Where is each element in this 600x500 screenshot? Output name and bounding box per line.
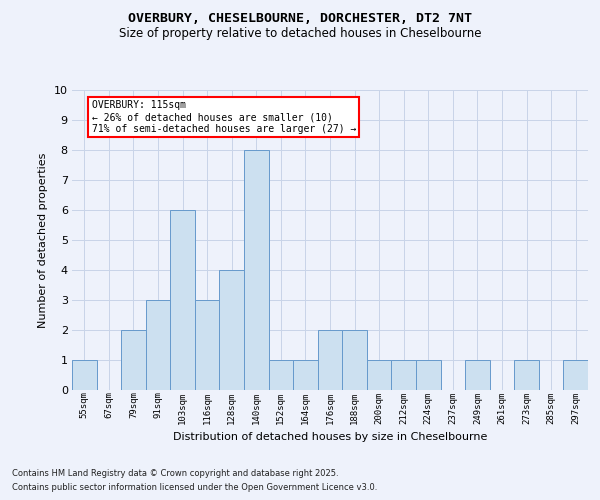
Text: OVERBURY, CHESELBOURNE, DORCHESTER, DT2 7NT: OVERBURY, CHESELBOURNE, DORCHESTER, DT2 … bbox=[128, 12, 472, 26]
Bar bbox=[318, 330, 342, 390]
Bar bbox=[170, 210, 195, 390]
X-axis label: Distribution of detached houses by size in Cheselbourne: Distribution of detached houses by size … bbox=[173, 432, 487, 442]
Text: OVERBURY: 115sqm
← 26% of detached houses are smaller (10)
71% of semi-detached : OVERBURY: 115sqm ← 26% of detached house… bbox=[92, 100, 356, 134]
Bar bbox=[342, 330, 367, 390]
Bar bbox=[514, 360, 539, 390]
Bar bbox=[416, 360, 440, 390]
Bar bbox=[367, 360, 391, 390]
Bar bbox=[244, 150, 269, 390]
Text: Size of property relative to detached houses in Cheselbourne: Size of property relative to detached ho… bbox=[119, 28, 481, 40]
Bar bbox=[121, 330, 146, 390]
Bar bbox=[465, 360, 490, 390]
Bar bbox=[391, 360, 416, 390]
Bar bbox=[269, 360, 293, 390]
Y-axis label: Number of detached properties: Number of detached properties bbox=[38, 152, 48, 328]
Bar bbox=[146, 300, 170, 390]
Bar bbox=[195, 300, 220, 390]
Bar bbox=[293, 360, 318, 390]
Bar bbox=[220, 270, 244, 390]
Bar bbox=[72, 360, 97, 390]
Bar bbox=[563, 360, 588, 390]
Text: Contains public sector information licensed under the Open Government Licence v3: Contains public sector information licen… bbox=[12, 484, 377, 492]
Text: Contains HM Land Registry data © Crown copyright and database right 2025.: Contains HM Land Registry data © Crown c… bbox=[12, 468, 338, 477]
